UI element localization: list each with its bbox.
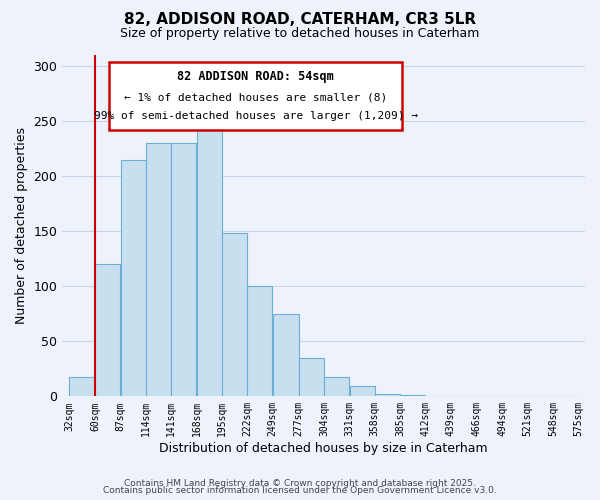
Text: ← 1% of detached houses are smaller (8): ← 1% of detached houses are smaller (8)	[124, 92, 388, 102]
Bar	[247, 286, 272, 397]
Bar	[299, 358, 324, 397]
Bar	[325, 376, 349, 396]
Bar	[350, 386, 374, 396]
Text: Contains HM Land Registry data © Crown copyright and database right 2025.: Contains HM Land Registry data © Crown c…	[124, 478, 476, 488]
Bar	[222, 234, 247, 396]
Text: 82, ADDISON ROAD, CATERHAM, CR3 5LR: 82, ADDISON ROAD, CATERHAM, CR3 5LR	[124, 12, 476, 28]
Text: 82 ADDISON ROAD: 54sqm: 82 ADDISON ROAD: 54sqm	[178, 70, 334, 84]
Y-axis label: Number of detached properties: Number of detached properties	[15, 127, 28, 324]
Bar	[69, 376, 95, 396]
Bar	[95, 264, 120, 396]
Text: 99% of semi-detached houses are larger (1,209) →: 99% of semi-detached houses are larger (…	[94, 112, 418, 122]
Bar	[273, 314, 299, 396]
Bar	[146, 143, 171, 397]
X-axis label: Distribution of detached houses by size in Caterham: Distribution of detached houses by size …	[160, 442, 488, 455]
Text: Contains public sector information licensed under the Open Government Licence v3: Contains public sector information licen…	[103, 486, 497, 495]
Bar	[197, 121, 221, 396]
Bar	[400, 395, 425, 396]
Text: Size of property relative to detached houses in Caterham: Size of property relative to detached ho…	[121, 28, 479, 40]
FancyBboxPatch shape	[109, 62, 402, 130]
Bar	[121, 160, 146, 396]
Bar	[172, 143, 196, 397]
Bar	[375, 394, 400, 396]
